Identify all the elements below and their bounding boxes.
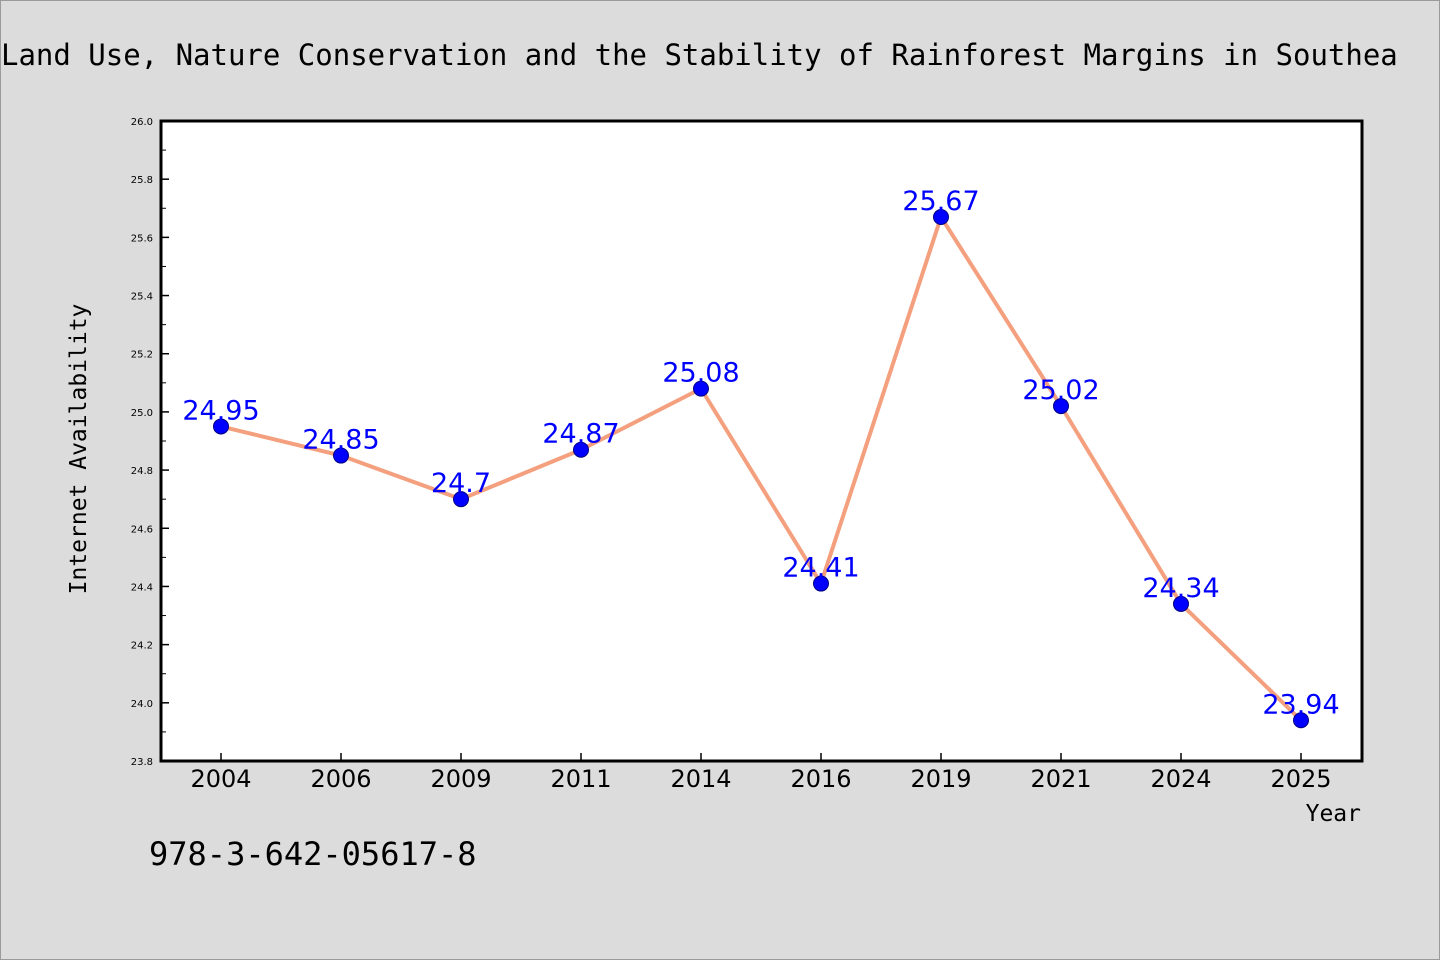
x-tick-label: 2009	[430, 765, 491, 793]
y-tick-label: 24.8	[131, 466, 153, 477]
plot-area	[159, 119, 1364, 763]
y-axis: 23.8 24.0 24.2 24.4 24.6 24.8 25.0 25.2 25.4 25.6…	[131, 117, 169, 768]
x-tick-label: 2025	[1270, 765, 1331, 793]
data-labels: 24.95 24.85 24.7 24.87 25.08 24.41 25.67 25.02 2…	[182, 186, 1339, 720]
data-label-4: 25.08	[662, 358, 739, 389]
y-tick-label: 25.6	[131, 233, 153, 244]
data-label-1: 24.85	[302, 425, 379, 456]
data-label-7: 25.02	[1022, 375, 1099, 406]
data-point-1	[333, 447, 349, 464]
data-label-8: 24.34	[1142, 573, 1219, 604]
x-tick-label: 2006	[310, 765, 371, 793]
y-tick-label: 25.0	[131, 408, 153, 419]
data-label-6: 25.67	[902, 186, 979, 217]
data-label-3: 24.87	[542, 419, 619, 450]
data-point-5	[813, 575, 829, 592]
x-tick-label: 2024	[1150, 765, 1211, 793]
x-tick-label: 2004	[190, 765, 251, 793]
isbn-label: 978-3-642-05617-8	[149, 835, 477, 873]
y-tick-label: 25.8	[131, 175, 153, 186]
data-point-2	[453, 491, 469, 508]
y-tick-label: 24.6	[131, 524, 153, 535]
data-point-0	[213, 418, 229, 435]
data-point-4	[693, 380, 709, 397]
y-tick-label: 24.2	[131, 641, 153, 652]
series-markers	[213, 209, 1309, 729]
data-label-0: 24.95	[182, 395, 259, 426]
y-tick-label: 24.4	[131, 582, 153, 593]
y-tick-label: 25.2	[131, 350, 153, 361]
x-axis: 2004 2006 2009 2011 2014 2016 2019 2021 2024 2025	[190, 753, 1332, 793]
data-point-8	[1173, 595, 1189, 612]
y-tick-label: 26.0	[131, 117, 153, 128]
data-point-6	[933, 209, 949, 225]
data-label-9: 23.94	[1262, 689, 1339, 720]
y-tick-label: 23.8	[131, 757, 153, 768]
series-line	[220, 215, 1303, 722]
x-tick-label: 2019	[910, 765, 971, 793]
x-tick-label: 2011	[550, 765, 611, 793]
y-axis-label: Internet Availability	[66, 304, 92, 595]
y-tick-label: 24.0	[131, 699, 153, 710]
chart-title: Land Use, Nature Conservation and the St…	[1, 38, 1398, 72]
x-tick-label: 2021	[1030, 765, 1091, 793]
y-tick-label: 25.4	[131, 292, 153, 303]
data-label-5: 24.41	[782, 553, 859, 584]
data-point-7	[1053, 398, 1069, 415]
data-point-9	[1293, 712, 1309, 729]
data-point-3	[573, 441, 589, 458]
x-tick-label: 2014	[670, 765, 731, 793]
data-label-2: 24.7	[431, 468, 491, 499]
x-axis-label: Year	[1306, 801, 1361, 827]
x-tick-label: 2016	[790, 765, 851, 793]
